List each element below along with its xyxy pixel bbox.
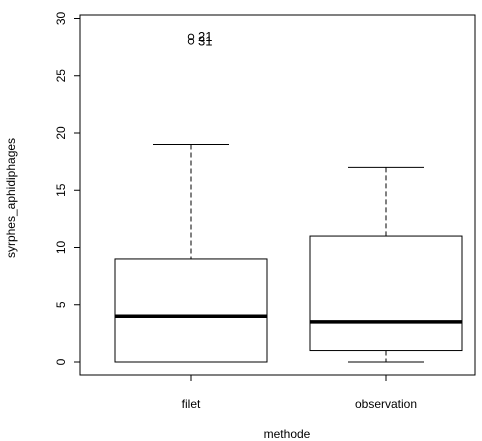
box-iqr (309, 235, 463, 352)
y-tick-label: 30 (54, 12, 68, 26)
outlier-point (187, 33, 195, 41)
outlier-label: 31 (198, 33, 212, 48)
y-tick-label: 5 (54, 301, 68, 308)
plot-frame (79, 14, 476, 376)
x-tick-label: observation (355, 397, 417, 411)
outlier-point (187, 38, 195, 45)
y-tick-label: 25 (54, 69, 68, 83)
y-tick-label: 20 (54, 126, 68, 140)
box-observation (309, 166, 463, 363)
y-tick-label: 0 (54, 358, 68, 365)
outlier-label: 21 (198, 29, 212, 44)
y-axis: 0 5 10 15 20 25 30 (54, 12, 80, 365)
x-axis: filet observation (182, 375, 417, 411)
x-tick-label: filet (182, 397, 201, 411)
y-tick-label: 15 (54, 183, 68, 197)
y-axis-label: syrphes_aphidiphages (4, 138, 18, 258)
box-iqr (114, 258, 268, 363)
x-axis-label: methode (264, 427, 311, 441)
y-tick-label: 10 (54, 241, 68, 255)
